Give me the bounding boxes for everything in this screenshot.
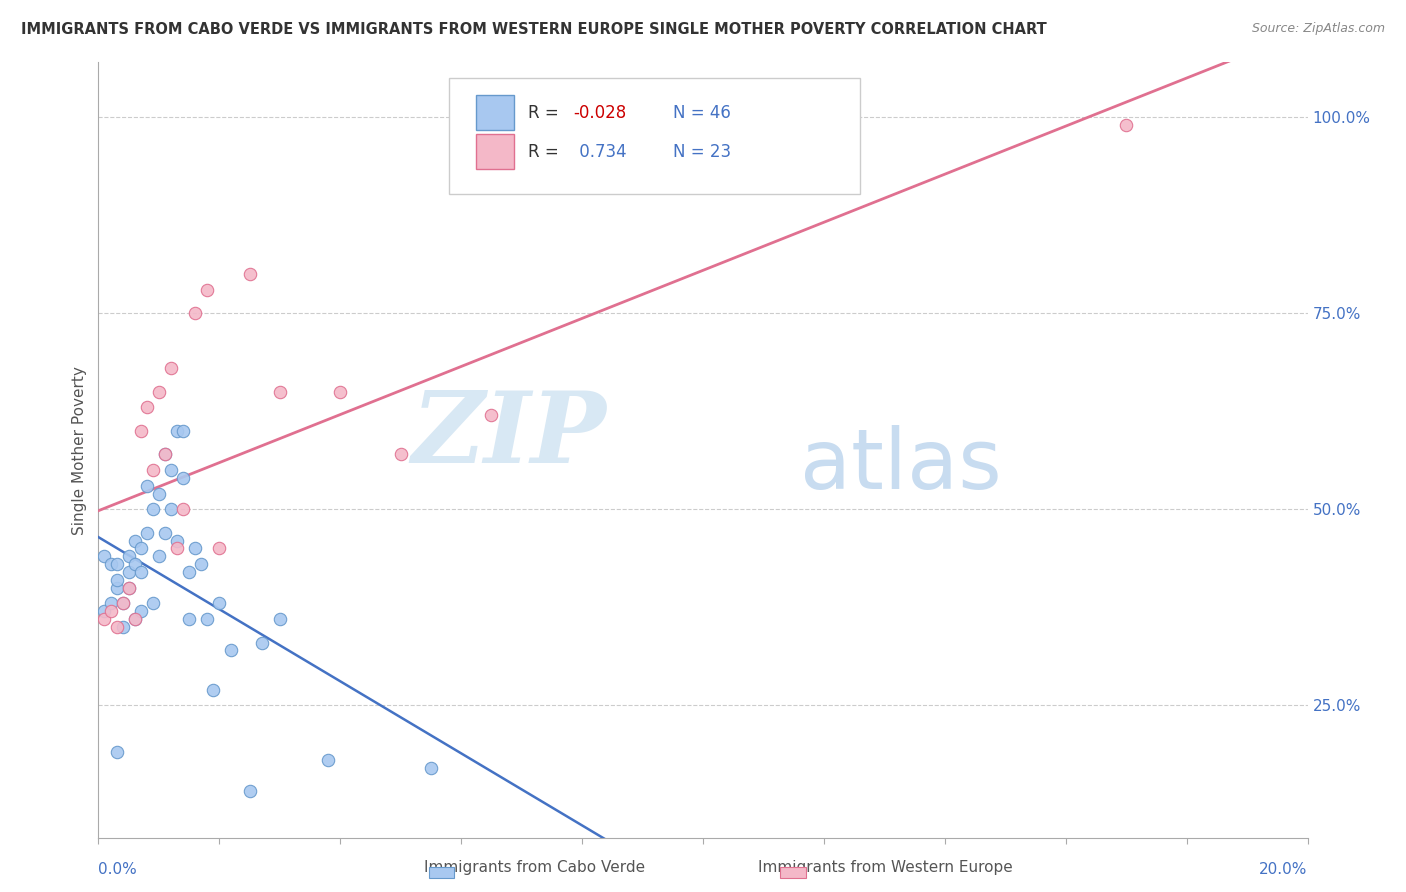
Point <box>202 682 225 697</box>
Point <box>195 283 218 297</box>
Point <box>129 604 152 618</box>
Text: N = 46: N = 46 <box>672 103 731 122</box>
Point <box>148 486 170 500</box>
Point <box>160 361 183 376</box>
Point <box>389 447 412 461</box>
Point <box>329 384 352 399</box>
Point <box>172 502 194 516</box>
Point <box>105 573 128 587</box>
Point <box>118 549 141 564</box>
Point <box>153 447 176 461</box>
Text: 20.0%: 20.0% <box>1260 862 1308 877</box>
Point <box>100 596 122 610</box>
Point <box>172 424 194 438</box>
Point <box>153 447 176 461</box>
Point <box>111 596 134 610</box>
Point <box>142 596 165 610</box>
Point <box>239 784 262 798</box>
Point <box>93 612 115 626</box>
Point <box>129 424 152 438</box>
Point <box>105 620 128 634</box>
Point <box>100 557 122 571</box>
Text: -0.028: -0.028 <box>574 103 627 122</box>
Text: Immigrants from Western Europe: Immigrants from Western Europe <box>758 861 1014 875</box>
Point <box>160 502 183 516</box>
Point <box>166 541 188 556</box>
Text: IMMIGRANTS FROM CABO VERDE VS IMMIGRANTS FROM WESTERN EUROPE SINGLE MOTHER POVER: IMMIGRANTS FROM CABO VERDE VS IMMIGRANTS… <box>21 22 1047 37</box>
Point <box>142 463 165 477</box>
Text: R =: R = <box>527 143 564 161</box>
Point <box>93 549 115 564</box>
Point <box>153 525 176 540</box>
Point <box>172 471 194 485</box>
Point <box>111 596 134 610</box>
Point <box>118 581 141 595</box>
Y-axis label: Single Mother Poverty: Single Mother Poverty <box>72 366 87 535</box>
Point <box>208 596 231 610</box>
Point <box>316 753 339 767</box>
Point <box>129 565 152 579</box>
FancyBboxPatch shape <box>449 78 860 194</box>
Point <box>179 565 201 579</box>
Point <box>148 549 170 564</box>
Point <box>118 581 141 595</box>
Text: atlas: atlas <box>800 425 1001 507</box>
Point <box>124 612 146 626</box>
Point <box>135 401 157 415</box>
Point <box>1115 118 1137 132</box>
Point <box>105 557 128 571</box>
Point <box>269 612 291 626</box>
Point <box>239 267 262 281</box>
Point <box>124 612 146 626</box>
Text: R =: R = <box>527 103 564 122</box>
Text: Immigrants from Cabo Verde: Immigrants from Cabo Verde <box>423 861 645 875</box>
Point <box>118 565 141 579</box>
Point <box>190 557 212 571</box>
Point <box>166 533 188 548</box>
Point <box>184 306 207 320</box>
Text: ZIP: ZIP <box>412 387 606 483</box>
Text: 0.734: 0.734 <box>574 143 626 161</box>
Point <box>179 612 201 626</box>
Point <box>166 424 188 438</box>
Text: Source: ZipAtlas.com: Source: ZipAtlas.com <box>1251 22 1385 36</box>
Point <box>105 581 128 595</box>
Point <box>250 635 273 649</box>
Point <box>208 541 231 556</box>
Bar <box>475 134 515 169</box>
Point <box>129 541 152 556</box>
Text: 0.0%: 0.0% <box>98 862 138 877</box>
Point <box>269 384 291 399</box>
Point <box>184 541 207 556</box>
Point <box>124 533 146 548</box>
Bar <box>475 95 515 130</box>
Point <box>105 745 128 759</box>
Point <box>221 643 243 657</box>
Point <box>481 408 503 422</box>
Point <box>195 612 218 626</box>
Point <box>160 463 183 477</box>
Point <box>420 761 443 775</box>
Point <box>124 557 146 571</box>
Point <box>111 620 134 634</box>
Point <box>148 384 170 399</box>
Point <box>93 604 115 618</box>
Text: N = 23: N = 23 <box>672 143 731 161</box>
Point <box>142 502 165 516</box>
Point <box>135 479 157 493</box>
Point <box>135 525 157 540</box>
Point <box>100 604 122 618</box>
